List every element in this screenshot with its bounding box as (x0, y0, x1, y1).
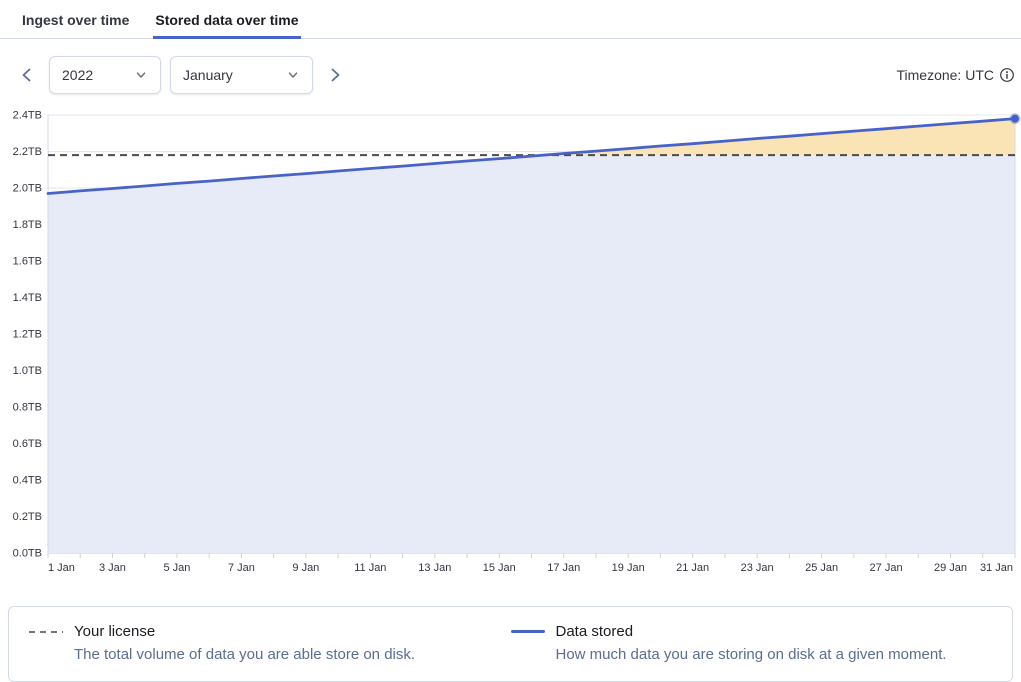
date-controls: 2022 January Timezone: UTC (14, 55, 1015, 95)
svg-text:1.0TB: 1.0TB (13, 365, 42, 377)
svg-text:2.0TB: 2.0TB (13, 183, 42, 195)
stored-data-chart-canvas: 0.0TB 0.2TB 0.4TB 0.6TB 0.8TB 1.0TB 1.2TB 1.4TB… (13, 110, 1021, 574)
svg-text:2.2TB: 2.2TB (13, 146, 42, 158)
chevron-right-icon (331, 68, 340, 82)
timezone-label: Timezone: UTC (896, 67, 994, 83)
dashed-line-swatch-icon (29, 630, 63, 633)
svg-text:21 Jan: 21 Jan (676, 562, 709, 574)
svg-text:15 Jan: 15 Jan (483, 562, 516, 574)
month-select[interactable]: January (170, 56, 313, 94)
svg-text:17 Jan: 17 Jan (547, 562, 580, 574)
tab-bar: Ingest over time Stored data over time (0, 0, 1021, 39)
svg-text:1.4TB: 1.4TB (13, 292, 42, 304)
legend-item-your-license: Your license The total volume of data yo… (29, 623, 511, 663)
info-icon[interactable] (999, 67, 1015, 83)
svg-text:7 Jan: 7 Jan (228, 562, 255, 574)
svg-text:27 Jan: 27 Jan (870, 562, 903, 574)
svg-text:0.4TB: 0.4TB (13, 475, 42, 487)
svg-text:1.6TB: 1.6TB (13, 256, 42, 268)
svg-text:13 Jan: 13 Jan (418, 562, 451, 574)
svg-text:11 Jan: 11 Jan (354, 562, 386, 574)
svg-text:2.4TB: 2.4TB (13, 110, 42, 122)
svg-text:25 Jan: 25 Jan (805, 562, 838, 574)
svg-text:29 Jan: 29 Jan (934, 562, 967, 574)
chevron-left-icon (22, 68, 31, 82)
svg-text:1 Jan: 1 Jan (48, 562, 75, 574)
tab-ingest-over-time[interactable]: Ingest over time (22, 12, 130, 28)
tab-stored-data-over-time[interactable]: Stored data over time (153, 0, 301, 39)
svg-text:1.8TB: 1.8TB (13, 219, 42, 231)
chevron-down-icon (136, 72, 146, 78)
svg-text:0.6TB: 0.6TB (13, 438, 42, 450)
svg-text:0.8TB: 0.8TB (13, 402, 42, 414)
svg-text:0.0TB: 0.0TB (13, 548, 42, 560)
stored-data-chart: 0.0TB 0.2TB 0.4TB 0.6TB 0.8TB 1.0TB 1.2TB 1.4TB… (0, 103, 1021, 586)
previous-month-button[interactable] (14, 64, 40, 86)
svg-text:31 Jan: 31 Jan (980, 562, 1013, 574)
svg-text:9 Jan: 9 Jan (292, 562, 319, 574)
svg-text:0.2TB: 0.2TB (13, 511, 42, 523)
chart-legend: Your license The total volume of data yo… (8, 606, 1013, 682)
svg-text:5 Jan: 5 Jan (163, 562, 190, 574)
legend-description: The total volume of data you are able st… (74, 646, 416, 663)
svg-text:23 Jan: 23 Jan (741, 562, 774, 574)
svg-text:1.2TB: 1.2TB (13, 329, 42, 341)
legend-title: Your license (74, 623, 156, 640)
chevron-down-icon (288, 72, 298, 78)
blue-line-swatch-icon (510, 630, 545, 633)
month-select-value: January (183, 67, 233, 83)
year-select-value: 2022 (62, 67, 94, 83)
svg-text:19 Jan: 19 Jan (612, 562, 645, 574)
next-month-button[interactable] (322, 64, 348, 86)
legend-item-data-stored: Data stored How much data you are storin… (510, 623, 993, 663)
year-select[interactable]: 2022 (49, 56, 161, 94)
svg-text:3 Jan: 3 Jan (99, 562, 126, 574)
legend-title: Data stored (555, 623, 634, 640)
legend-description: How much data you are storing on disk at… (555, 646, 947, 663)
